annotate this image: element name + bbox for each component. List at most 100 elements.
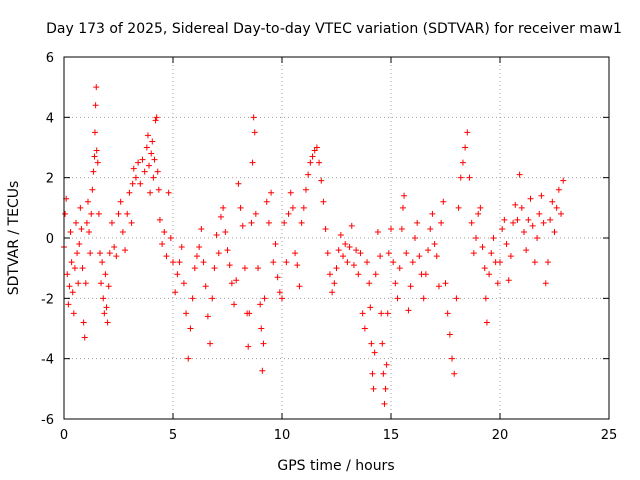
- data-point: [163, 253, 170, 260]
- y-axis-tick-labels: -6 -4 -2 0 2 4 6: [41, 51, 54, 428]
- data-point: [531, 259, 538, 266]
- data-point: [137, 180, 144, 187]
- grid-lines: [64, 57, 609, 419]
- data-point: [108, 219, 115, 226]
- data-point: [409, 259, 416, 266]
- data-point: [281, 219, 288, 226]
- data-point: [468, 219, 475, 226]
- data-point: [501, 216, 508, 223]
- data-point: [558, 210, 565, 217]
- data-point: [298, 219, 305, 226]
- data-point: [79, 265, 86, 272]
- data-point: [326, 271, 333, 278]
- data-point: [117, 198, 124, 205]
- data-point: [251, 129, 258, 136]
- data-point: [346, 244, 353, 251]
- data-point: [382, 385, 389, 392]
- data-point: [329, 289, 336, 296]
- data-point: [337, 231, 344, 238]
- data-point: [91, 153, 98, 160]
- data-point: [440, 198, 447, 205]
- data-point: [369, 370, 376, 377]
- data-point: [420, 295, 427, 302]
- data-point: [103, 304, 110, 311]
- x-axis-title: GPS time / hours: [277, 458, 394, 474]
- data-point: [483, 319, 490, 326]
- data-point: [427, 225, 434, 232]
- data-point: [435, 283, 442, 290]
- data-point: [124, 210, 131, 217]
- data-point: [555, 186, 562, 193]
- data-point: [518, 204, 525, 211]
- data-point: [287, 189, 294, 196]
- data-point: [152, 117, 159, 124]
- data-point: [353, 247, 360, 254]
- data-point: [113, 253, 120, 260]
- data-point: [274, 274, 281, 281]
- data-point: [385, 250, 392, 257]
- data-point: [455, 204, 462, 211]
- data-point: [94, 159, 101, 166]
- data-point: [366, 280, 373, 287]
- data-point: [383, 361, 390, 368]
- data-point: [411, 235, 418, 241]
- data-point: [311, 147, 318, 154]
- data-point: [384, 310, 391, 317]
- data-point: [268, 189, 275, 196]
- data-point: [477, 204, 484, 211]
- data-point: [292, 250, 299, 257]
- data-point: [473, 235, 480, 241]
- data-point: [388, 225, 394, 232]
- data-point: [239, 222, 246, 229]
- data-point: [70, 310, 77, 317]
- data-point: [189, 295, 196, 302]
- data-point: [174, 271, 181, 278]
- data-point: [141, 168, 148, 175]
- data-point: [377, 253, 384, 260]
- data-point: [76, 241, 83, 248]
- x-tick-label: 20: [492, 428, 509, 443]
- data-point: [71, 265, 78, 272]
- data-point: [246, 310, 253, 317]
- data-point: [523, 247, 530, 254]
- data-point: [425, 247, 432, 254]
- data-point: [187, 325, 194, 332]
- data-point: [497, 259, 503, 266]
- x-tick-label: 10: [274, 428, 291, 443]
- data-point: [429, 210, 436, 217]
- data-point: [155, 186, 162, 193]
- data-point: [459, 159, 466, 166]
- data-point: [248, 219, 255, 226]
- data-point: [150, 174, 157, 181]
- data-point: [81, 334, 88, 341]
- data-point: [350, 262, 357, 269]
- data-point: [285, 210, 292, 217]
- data-point: [237, 204, 244, 211]
- data-point: [96, 250, 103, 257]
- data-point: [147, 189, 154, 196]
- data-point: [100, 295, 107, 302]
- x-tick-label: 0: [60, 428, 68, 443]
- y-axis-title: SDTVAR / TECUs: [6, 181, 22, 296]
- data-point: [119, 228, 126, 235]
- data-point: [193, 253, 200, 260]
- data-point: [111, 244, 118, 251]
- data-point: [307, 159, 314, 166]
- data-point: [161, 228, 168, 235]
- data-point: [156, 216, 163, 223]
- y-tick-label: 4: [46, 111, 54, 126]
- data-point: [220, 204, 227, 211]
- data-point: [122, 247, 129, 254]
- data-point: [149, 138, 156, 145]
- data-point: [549, 198, 556, 205]
- data-point: [276, 289, 283, 296]
- y-tick-label: 6: [46, 51, 54, 66]
- data-point: [507, 253, 514, 260]
- data-point: [542, 280, 549, 287]
- data-point: [143, 144, 150, 151]
- data-point: [99, 259, 106, 266]
- data-point: [481, 265, 488, 272]
- data-point: [146, 162, 153, 169]
- data-point: [259, 367, 266, 374]
- data-point: [520, 228, 527, 235]
